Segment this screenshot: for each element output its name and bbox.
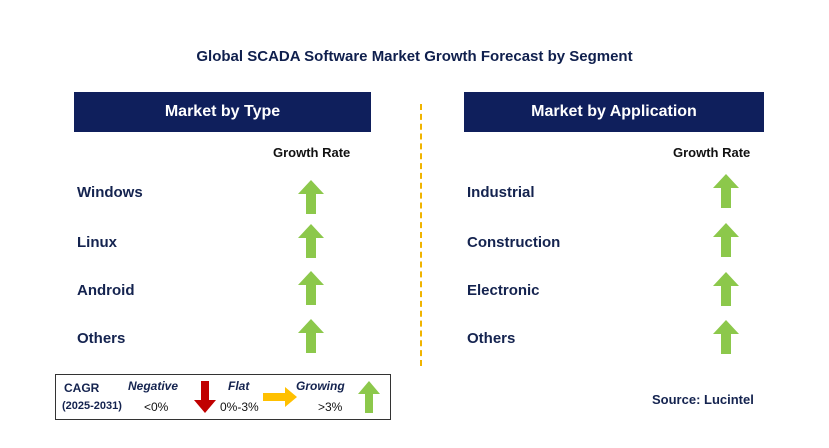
type-panel-header: Market by Type xyxy=(74,92,371,132)
right-arrow-icon xyxy=(263,387,297,407)
legend-flat-range: 0%-3% xyxy=(220,400,259,414)
type-growth-rate-label: Growth Rate xyxy=(273,145,351,160)
up-arrow-icon xyxy=(713,174,739,208)
legend-flat-label: Flat xyxy=(228,379,250,393)
up-arrow-icon xyxy=(298,224,324,258)
legend-growing-label: Growing xyxy=(296,379,345,393)
type-row-windows: Windows xyxy=(77,184,143,201)
application-row-electronic: Electronic xyxy=(467,282,540,299)
application-row-industrial: Industrial xyxy=(467,184,535,201)
up-arrow-icon xyxy=(713,272,739,306)
legend-negative-label: Negative xyxy=(128,379,179,393)
type-row-others: Others xyxy=(77,330,126,347)
up-arrow-icon xyxy=(298,180,324,214)
up-arrow-icon xyxy=(713,223,739,257)
legend-negative-range: <0% xyxy=(144,400,169,414)
application-panel-header: Market by Application xyxy=(464,92,764,132)
source-note: Source: Lucintel xyxy=(652,392,754,407)
type-row-android: Android xyxy=(77,282,135,299)
up-arrow-icon xyxy=(298,319,324,353)
legend-cagr-label: CAGR xyxy=(64,381,100,395)
type-row-linux: Linux xyxy=(77,234,117,251)
panel-divider xyxy=(420,104,422,366)
down-arrow-icon xyxy=(194,381,216,413)
up-arrow-icon xyxy=(358,381,380,413)
up-arrow-icon xyxy=(713,320,739,354)
up-arrow-icon xyxy=(298,271,324,305)
legend-growing-range: >3% xyxy=(318,400,343,414)
legend-period-label: (2025-2031) xyxy=(62,400,122,412)
chart-title: Global SCADA Software Market Growth Fore… xyxy=(196,48,633,65)
application-row-construction: Construction xyxy=(467,234,561,251)
application-growth-rate-label: Growth Rate xyxy=(673,145,751,160)
application-row-others: Others xyxy=(467,330,516,347)
cagr-legend: CAGR (2025-2031) Negative <0% Flat 0%-3%… xyxy=(55,374,391,420)
